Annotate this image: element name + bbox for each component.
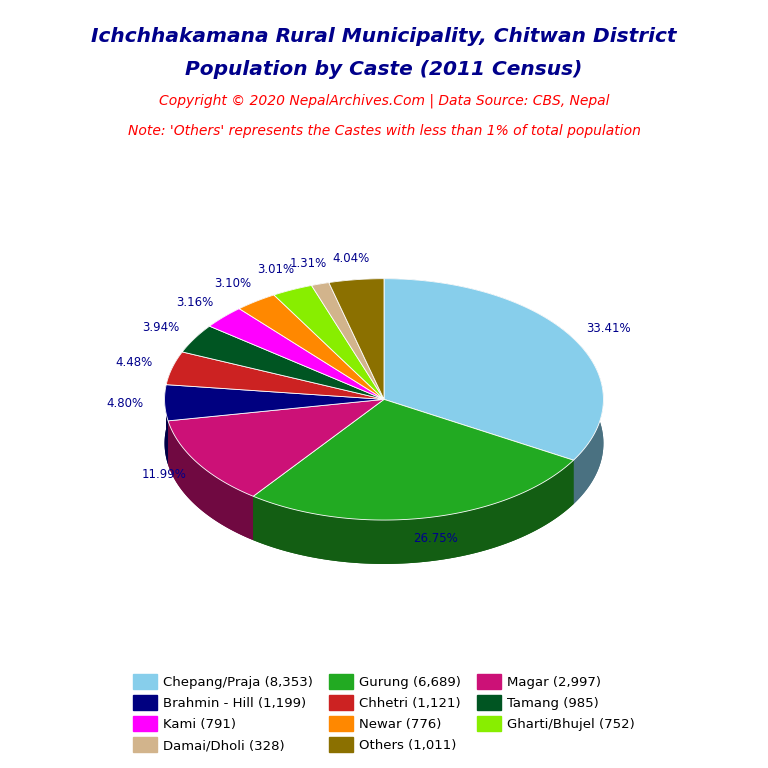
Polygon shape	[168, 443, 384, 540]
Polygon shape	[329, 279, 384, 399]
Polygon shape	[164, 385, 168, 465]
Polygon shape	[168, 399, 384, 465]
Polygon shape	[168, 399, 384, 496]
Polygon shape	[253, 399, 384, 540]
Polygon shape	[329, 279, 384, 326]
Polygon shape	[329, 283, 384, 443]
Polygon shape	[239, 309, 384, 443]
Polygon shape	[166, 396, 384, 443]
Polygon shape	[384, 399, 574, 504]
Polygon shape	[312, 283, 384, 399]
Text: Ichchhakamana Rural Municipality, Chitwan District: Ichchhakamana Rural Municipality, Chitwa…	[91, 27, 677, 46]
Polygon shape	[274, 286, 384, 399]
Text: 26.75%: 26.75%	[413, 532, 458, 545]
Text: 3.01%: 3.01%	[257, 263, 294, 276]
Polygon shape	[168, 421, 253, 540]
Text: 4.80%: 4.80%	[107, 397, 144, 410]
Polygon shape	[239, 309, 384, 443]
Polygon shape	[274, 329, 384, 443]
Polygon shape	[166, 385, 384, 443]
Polygon shape	[312, 286, 384, 443]
Text: Copyright © 2020 NepalArchives.Com | Data Source: CBS, Nepal: Copyright © 2020 NepalArchives.Com | Dat…	[159, 94, 609, 108]
Text: 3.10%: 3.10%	[214, 277, 251, 290]
Polygon shape	[253, 399, 384, 540]
Polygon shape	[384, 323, 604, 504]
Text: 33.41%: 33.41%	[586, 322, 631, 335]
Polygon shape	[312, 283, 329, 329]
Polygon shape	[329, 323, 384, 443]
Polygon shape	[210, 309, 384, 399]
Polygon shape	[182, 352, 384, 443]
Polygon shape	[166, 352, 384, 399]
Polygon shape	[253, 460, 574, 564]
Polygon shape	[253, 399, 574, 520]
Text: 4.04%: 4.04%	[333, 252, 370, 265]
Polygon shape	[164, 385, 384, 421]
Polygon shape	[168, 399, 384, 465]
Text: Population by Caste (2011 Census): Population by Caste (2011 Census)	[185, 60, 583, 79]
Legend: Chepang/Praja (8,353), Brahmin - Hill (1,199), Kami (791), Damai/Dholi (328), Gu: Chepang/Praja (8,353), Brahmin - Hill (1…	[127, 668, 641, 757]
Polygon shape	[210, 326, 384, 443]
Polygon shape	[210, 309, 239, 370]
Polygon shape	[274, 295, 384, 443]
Polygon shape	[182, 370, 384, 443]
Polygon shape	[239, 295, 274, 353]
Polygon shape	[274, 286, 312, 339]
Polygon shape	[182, 326, 210, 396]
Polygon shape	[166, 352, 182, 429]
Text: Note: 'Others' represents the Castes with less than 1% of total population: Note: 'Others' represents the Castes wit…	[127, 124, 641, 138]
Polygon shape	[384, 399, 574, 504]
Text: 1.31%: 1.31%	[290, 257, 327, 270]
Polygon shape	[312, 286, 384, 443]
Polygon shape	[210, 326, 384, 443]
Text: 3.16%: 3.16%	[176, 296, 214, 309]
Polygon shape	[239, 295, 384, 399]
Polygon shape	[210, 353, 384, 443]
Polygon shape	[274, 295, 384, 443]
Polygon shape	[253, 443, 574, 564]
Polygon shape	[166, 385, 384, 443]
Text: 4.48%: 4.48%	[115, 356, 153, 369]
Polygon shape	[329, 283, 384, 443]
Polygon shape	[384, 279, 604, 460]
Polygon shape	[182, 326, 384, 399]
Text: 3.94%: 3.94%	[141, 321, 179, 334]
Polygon shape	[164, 429, 384, 465]
Polygon shape	[182, 352, 384, 443]
Polygon shape	[384, 279, 604, 504]
Text: 11.99%: 11.99%	[141, 468, 187, 481]
Polygon shape	[239, 339, 384, 443]
Polygon shape	[312, 326, 384, 443]
